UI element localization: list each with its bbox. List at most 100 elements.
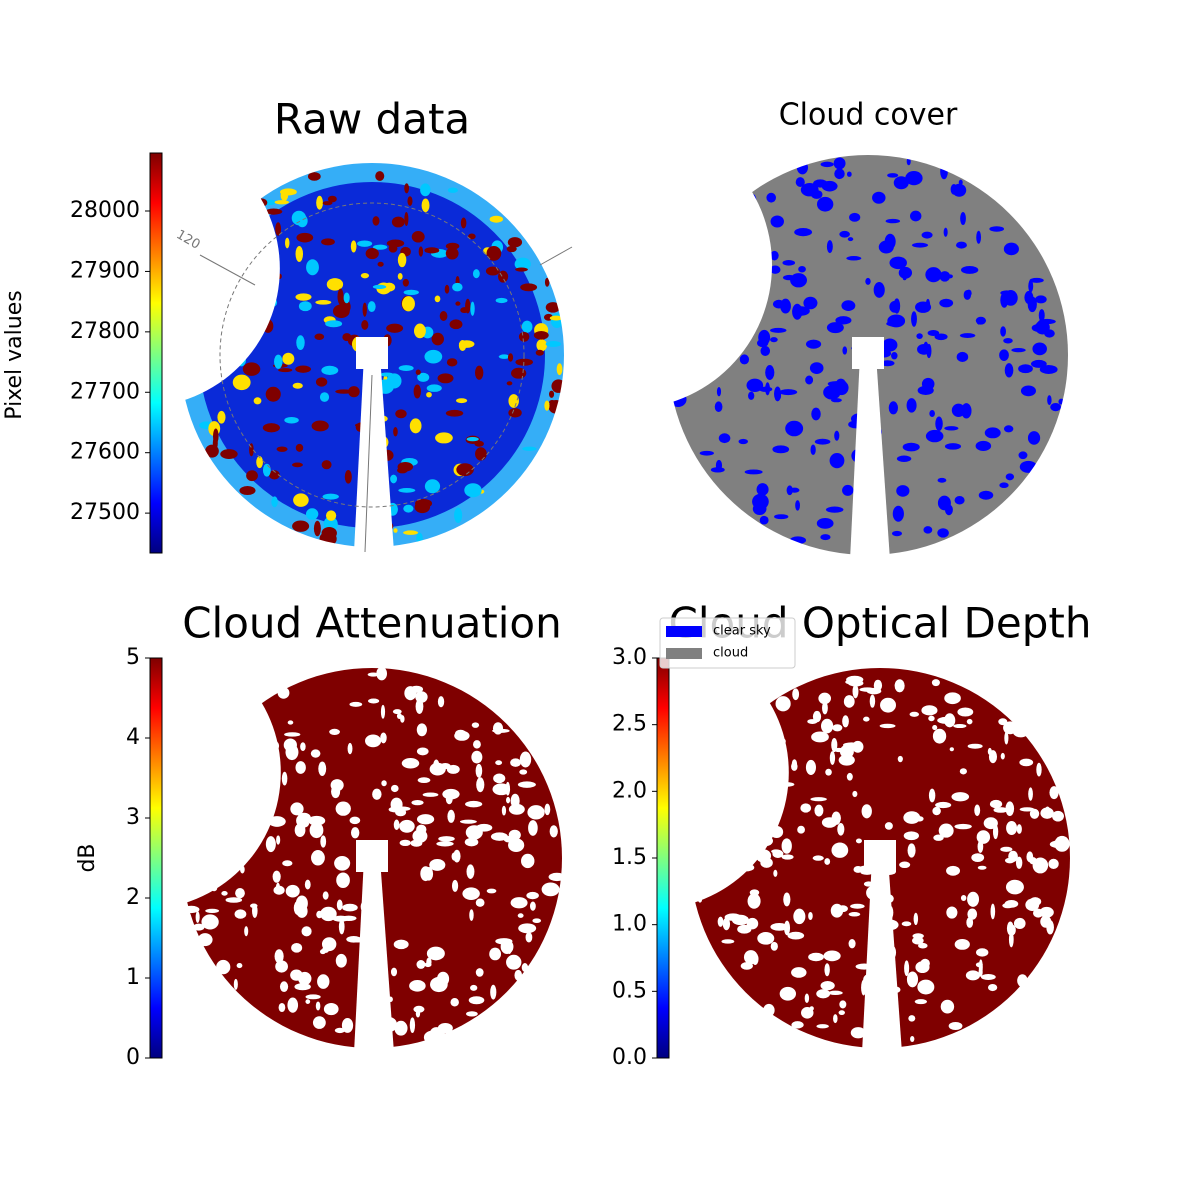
image-blob <box>327 195 337 203</box>
image-blob <box>891 352 898 360</box>
image-blob <box>976 318 981 325</box>
image-blob <box>842 715 849 728</box>
image-blob <box>1035 295 1047 304</box>
image-blob <box>194 876 199 887</box>
image-blob <box>721 939 735 944</box>
image-blob <box>702 837 708 851</box>
image-blob <box>476 777 485 793</box>
image-blob <box>855 514 868 525</box>
image-blob <box>528 820 538 836</box>
image-blob <box>305 999 311 1004</box>
image-blob <box>1018 364 1033 374</box>
image-blob <box>839 1000 847 1009</box>
image-blob <box>413 1005 425 1013</box>
image-blob <box>954 496 965 505</box>
image-blob <box>350 240 357 253</box>
image-blob <box>348 386 360 398</box>
image-blob <box>1008 931 1014 948</box>
image-blob <box>975 440 992 452</box>
image-blob <box>346 935 362 943</box>
image-blob <box>402 278 409 287</box>
image-blob <box>837 822 845 836</box>
image-blob <box>375 171 385 181</box>
image-blob <box>430 976 448 993</box>
image-blob <box>284 732 301 737</box>
image-blob <box>393 528 398 533</box>
image-blob <box>465 800 483 808</box>
image-blob <box>265 836 276 853</box>
image-blob <box>445 247 459 260</box>
image-blob <box>983 817 998 830</box>
legend-swatch <box>666 648 702 659</box>
image-blob <box>396 467 408 474</box>
image-blob <box>923 341 929 353</box>
image-blob <box>1003 337 1013 344</box>
image-blob <box>948 1022 963 1031</box>
image-blob <box>367 698 380 704</box>
image-blob <box>360 272 370 279</box>
image-blob <box>897 755 903 763</box>
image-blob <box>342 903 358 912</box>
image-blob <box>978 490 994 500</box>
image-blob <box>1003 721 1018 735</box>
image-blob <box>503 835 514 843</box>
image-blob <box>298 301 312 312</box>
image-blob <box>506 381 513 386</box>
image-blob <box>946 906 958 919</box>
image-blob <box>322 201 333 206</box>
image-blob <box>1019 807 1035 812</box>
image-blob <box>343 292 350 304</box>
image-blob <box>816 989 831 999</box>
image-blob <box>760 801 779 815</box>
image-blob <box>533 331 549 340</box>
image-blob <box>757 339 769 348</box>
image-blob <box>388 996 393 1002</box>
image-blob <box>258 230 273 238</box>
image-blob <box>240 865 245 874</box>
image-blob <box>372 788 382 800</box>
image-blob <box>921 705 938 716</box>
image-blob <box>446 358 458 367</box>
image-blob <box>885 860 892 869</box>
image-blob <box>876 349 892 358</box>
image-blob <box>411 800 424 806</box>
image-blob <box>386 373 402 389</box>
image-blob <box>839 744 854 759</box>
image-blob <box>977 840 984 853</box>
image-blob <box>245 306 257 319</box>
image-blob <box>1029 277 1044 283</box>
image-blob <box>770 250 779 261</box>
image-blob <box>860 869 874 875</box>
image-blob <box>429 858 446 871</box>
image-blob <box>765 364 775 381</box>
image-blob <box>475 968 484 977</box>
image-blob <box>912 936 924 945</box>
image-blob <box>1039 906 1054 918</box>
image-blob <box>999 482 1009 489</box>
image-blob <box>278 1002 286 1013</box>
image-blob <box>272 870 281 883</box>
image-blob <box>887 905 894 920</box>
image-blob <box>411 231 425 243</box>
image-blob <box>232 374 251 391</box>
image-blob <box>748 391 755 400</box>
image-blob <box>1027 431 1041 445</box>
colorbar-tick-label: 27600 <box>70 440 140 465</box>
image-blob <box>306 259 319 276</box>
image-blob <box>468 996 485 1005</box>
image-blob <box>744 469 763 475</box>
image-blob <box>816 1024 829 1029</box>
image-blob <box>223 806 234 816</box>
image-blob <box>746 378 764 392</box>
image-blob <box>779 389 798 396</box>
image-blob <box>713 837 730 847</box>
image-blob <box>880 360 895 367</box>
image-blob <box>364 410 372 416</box>
image-blob <box>518 331 530 342</box>
image-blob <box>787 931 805 940</box>
image-blob <box>549 390 555 398</box>
image-blob <box>907 843 916 858</box>
image-blob <box>850 903 865 909</box>
image-blob <box>833 157 846 170</box>
image-blob <box>296 816 301 826</box>
